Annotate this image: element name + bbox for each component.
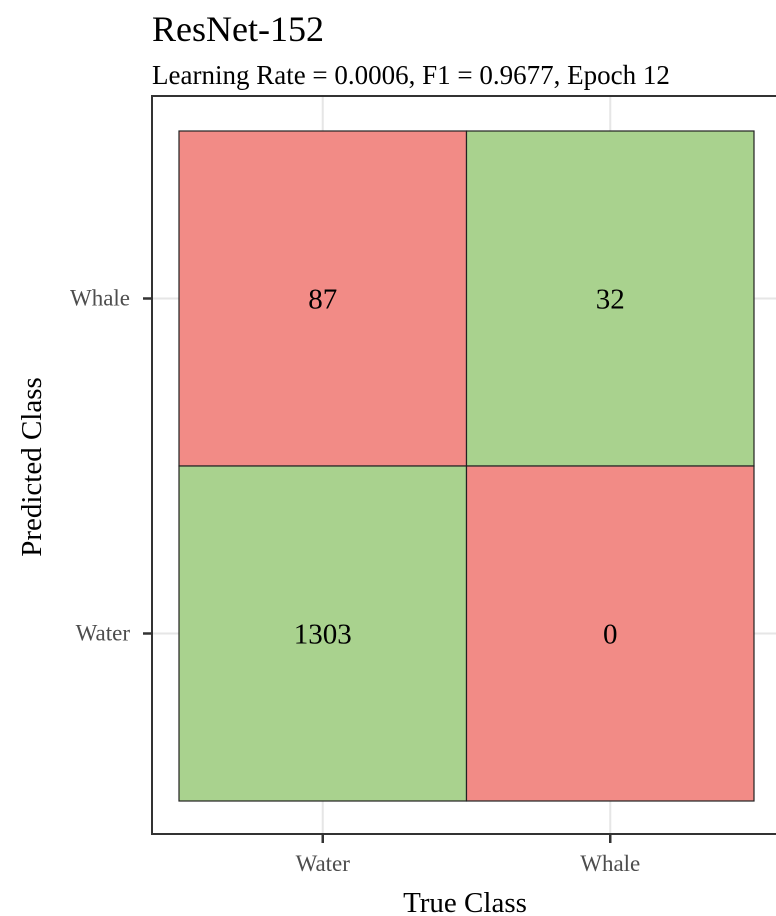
cell-true-whale-pred-water (465, 465, 755, 802)
chart-subtitle: Learning Rate = 0.0006, F1 = 0.9677, Epo… (152, 60, 670, 90)
chart-title: ResNet-152 (152, 9, 324, 49)
y-tick-label-water: Water (76, 621, 131, 646)
plot-area: 87 32 1303 0 Water Whale Whale Water (70, 95, 776, 876)
panel-border (151, 95, 776, 835)
x-tick-label-water: Water (296, 851, 351, 876)
cell-true-water-pred-water (178, 465, 468, 802)
cell-true-water-pred-whale (178, 130, 468, 467)
y-tick-label-whale: Whale (70, 286, 130, 311)
cell-value-true-whale-pred-water: 0 (603, 619, 618, 651)
cell-value-true-whale-pred-whale: 32 (596, 284, 625, 316)
cell-value-true-water-pred-water: 1303 (294, 619, 352, 651)
x-axis-title: True Class (403, 887, 527, 916)
x-tick-label-whale: Whale (580, 851, 640, 876)
cell-value-true-water-pred-whale: 87 (308, 284, 337, 316)
y-axis-title: Predicted Class (16, 377, 48, 557)
